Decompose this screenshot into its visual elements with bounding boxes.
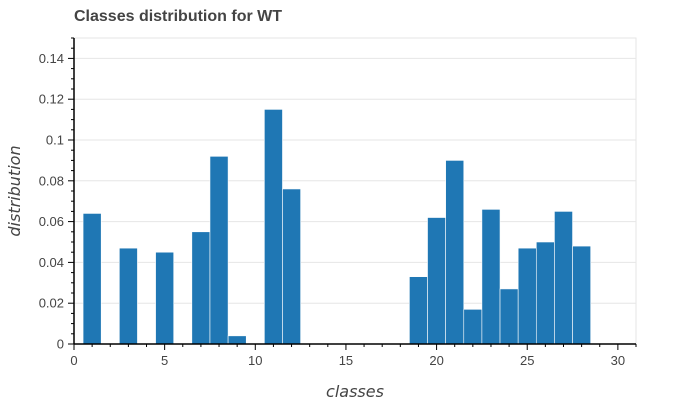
bar-23	[481, 209, 501, 345]
bar-20	[427, 217, 446, 345]
y-tick-label: 0	[57, 337, 64, 352]
bar-5	[155, 251, 175, 345]
chart-title: Classes distribution for WT	[74, 8, 283, 25]
bar-24	[499, 288, 519, 345]
x-tick-label: 20	[429, 353, 443, 368]
y-tick-label: 0.02	[39, 296, 64, 311]
bar-11	[264, 109, 283, 345]
y-axis-label: distribution	[5, 145, 24, 236]
y-tick-label: 0.14	[39, 51, 64, 66]
axes	[68, 37, 637, 350]
bar-25	[517, 247, 537, 345]
y-tick-label: 0.08	[39, 173, 64, 188]
x-tick-label: 5	[161, 353, 168, 368]
bar-21	[445, 160, 465, 345]
tick-labels: 0 5 10 15 20 25 30 0 0.02 0.04 0.06 0.08 0.1 0.12 0.14	[39, 51, 625, 368]
x-tick-label: 10	[248, 353, 262, 368]
bar-1	[82, 213, 102, 345]
x-tick-label: 15	[339, 353, 353, 368]
x-tick-label: 30	[611, 353, 625, 368]
bar-9	[227, 335, 247, 345]
bar-22	[463, 309, 483, 345]
bars	[82, 109, 591, 345]
y-tick-label: 0.04	[39, 255, 64, 270]
bar-3	[119, 247, 138, 345]
bar-19	[409, 276, 428, 345]
bar-26	[535, 241, 555, 345]
x-axis-label: classes	[326, 382, 384, 401]
x-tick-label: 0	[70, 353, 77, 368]
bar-28	[572, 245, 591, 345]
y-tick-label: 0.1	[46, 133, 64, 148]
bar-27	[554, 211, 573, 345]
y-tick-label: 0.06	[39, 214, 64, 229]
y-tick-label: 0.12	[39, 92, 64, 107]
bar-7	[191, 231, 211, 345]
bar-8	[209, 156, 229, 345]
x-tick-label: 25	[520, 353, 534, 368]
bar-12	[282, 188, 301, 345]
